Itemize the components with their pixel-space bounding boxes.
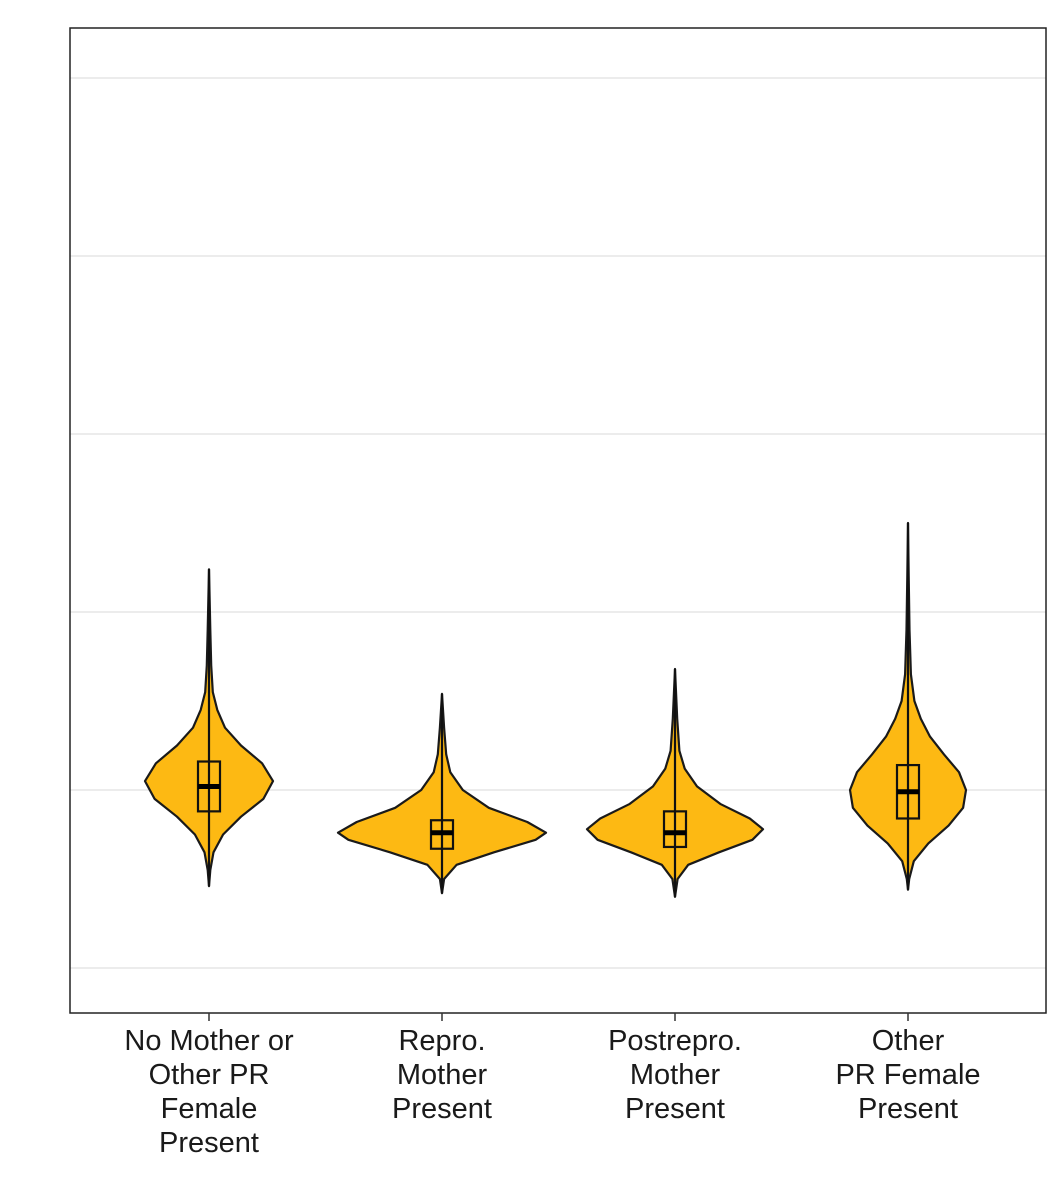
x-tick-label-line: Female <box>161 1093 258 1125</box>
plot-frame <box>69 27 1047 1014</box>
x-tick-label-line: No Mother or <box>124 1025 294 1057</box>
x-tick-label-3: Other PR Female Present <box>835 1025 980 1125</box>
x-tick-label-line: Present <box>858 1093 958 1125</box>
x-tick-label-line: Repro. <box>398 1025 485 1057</box>
x-tick-label-1: Repro. Mother Present <box>392 1025 492 1125</box>
x-tick-label-line: Present <box>159 1127 259 1159</box>
x-tick-label-line: Present <box>392 1093 492 1125</box>
x-tick-label-0: No Mother or Other PR Female Present <box>124 1025 294 1159</box>
x-tick-label-line: PR Female <box>835 1059 980 1091</box>
iqr-box-2 <box>662 810 688 849</box>
violins <box>143 521 968 898</box>
x-tick-label-line: Postrepro. <box>608 1025 742 1057</box>
x-tick-label-2: Postrepro. Mother Present <box>608 1025 742 1125</box>
x-axis-ticks <box>208 1013 909 1021</box>
x-tick-label-line: Other <box>872 1025 945 1057</box>
x-tick-label-line: Mother <box>397 1059 488 1091</box>
x-tick-label-line: Mother <box>630 1059 721 1091</box>
x-tick-label-line: Other PR <box>149 1059 270 1091</box>
x-tick-label-line: Present <box>625 1093 725 1125</box>
